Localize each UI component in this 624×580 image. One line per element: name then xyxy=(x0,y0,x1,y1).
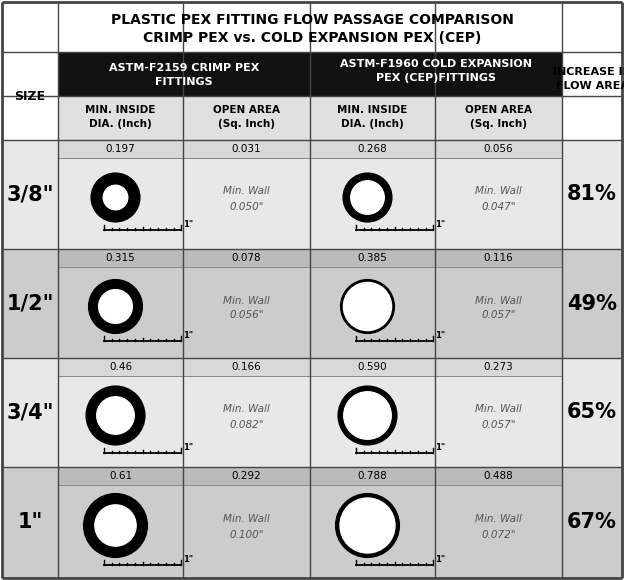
Text: 1": 1" xyxy=(183,331,193,340)
Circle shape xyxy=(343,173,392,222)
Circle shape xyxy=(343,282,392,331)
Text: PEX (CEP)FITTINGS: PEX (CEP)FITTINGS xyxy=(376,73,496,83)
Text: CRIMP PEX vs. COLD EXPANSION PEX (CEP): CRIMP PEX vs. COLD EXPANSION PEX (CEP) xyxy=(143,31,481,45)
Text: MIN. INSIDE: MIN. INSIDE xyxy=(85,105,155,115)
Text: 0.315: 0.315 xyxy=(105,253,135,263)
Text: Min. Wall: Min. Wall xyxy=(223,295,270,306)
Text: Min. Wall: Min. Wall xyxy=(223,187,270,197)
Text: 1": 1" xyxy=(183,220,193,229)
Text: 0.488: 0.488 xyxy=(484,471,514,481)
Circle shape xyxy=(103,185,128,210)
Text: MIN. INSIDE: MIN. INSIDE xyxy=(338,105,407,115)
Text: Min. Wall: Min. Wall xyxy=(475,187,522,197)
Text: ASTM-F2159 CRIMP PEX: ASTM-F2159 CRIMP PEX xyxy=(109,63,259,73)
Text: 1": 1" xyxy=(436,331,446,340)
Circle shape xyxy=(97,397,134,434)
Text: 0.056": 0.056" xyxy=(229,310,264,321)
Text: 0.031: 0.031 xyxy=(232,144,261,154)
Text: 0.273: 0.273 xyxy=(484,362,514,372)
Text: 1": 1" xyxy=(17,513,42,532)
Circle shape xyxy=(89,280,142,334)
Text: 67%: 67% xyxy=(567,513,617,532)
Bar xyxy=(2,140,622,249)
Bar xyxy=(2,249,622,358)
Text: 0.100": 0.100" xyxy=(229,530,264,539)
Text: 0.385: 0.385 xyxy=(358,253,388,263)
Text: 0.166: 0.166 xyxy=(232,362,261,372)
Text: 0.078: 0.078 xyxy=(232,253,261,263)
Bar xyxy=(310,52,562,96)
Bar xyxy=(58,52,310,96)
Circle shape xyxy=(340,498,395,553)
Bar xyxy=(58,249,562,267)
Circle shape xyxy=(99,289,132,324)
Text: INCREASE IN: INCREASE IN xyxy=(553,67,624,77)
Bar xyxy=(2,52,58,140)
Text: Min. Wall: Min. Wall xyxy=(475,404,522,415)
Text: 1": 1" xyxy=(436,220,446,229)
Text: SIZE: SIZE xyxy=(14,89,46,103)
Circle shape xyxy=(338,386,397,445)
Text: 0.072": 0.072" xyxy=(481,530,516,539)
Text: 65%: 65% xyxy=(567,403,617,422)
Text: 0.050": 0.050" xyxy=(229,201,264,212)
Text: ASTM-F1960 COLD EXPANSION: ASTM-F1960 COLD EXPANSION xyxy=(340,59,532,69)
Bar xyxy=(2,358,622,467)
Text: 1": 1" xyxy=(436,443,446,452)
Text: 81%: 81% xyxy=(567,184,617,205)
Bar xyxy=(58,358,562,376)
Text: DIA. (Inch): DIA. (Inch) xyxy=(89,119,152,129)
Bar xyxy=(58,140,562,158)
Text: DIA. (Inch): DIA. (Inch) xyxy=(341,119,404,129)
Text: FLOW AREA: FLOW AREA xyxy=(555,81,624,91)
Circle shape xyxy=(86,386,145,445)
Text: 1": 1" xyxy=(436,556,446,564)
Text: 0.056: 0.056 xyxy=(484,144,514,154)
Circle shape xyxy=(341,280,394,334)
Text: OPEN AREA: OPEN AREA xyxy=(213,105,280,115)
Text: (Sq. Inch): (Sq. Inch) xyxy=(218,119,275,129)
Text: 1/2": 1/2" xyxy=(6,293,54,314)
Text: 0.057": 0.057" xyxy=(481,310,516,321)
Text: 0.047": 0.047" xyxy=(481,201,516,212)
Text: PLASTIC PEX FITTING FLOW PASSAGE COMPARISON: PLASTIC PEX FITTING FLOW PASSAGE COMPARI… xyxy=(110,13,514,27)
Text: 3/8": 3/8" xyxy=(6,184,54,205)
Bar xyxy=(58,467,562,485)
Bar xyxy=(2,467,622,578)
Text: 0.057": 0.057" xyxy=(481,419,516,430)
Bar xyxy=(58,96,310,140)
Text: Min. Wall: Min. Wall xyxy=(223,404,270,415)
Text: 0.116: 0.116 xyxy=(484,253,514,263)
Text: 0.61: 0.61 xyxy=(109,471,132,481)
Text: 0.46: 0.46 xyxy=(109,362,132,372)
Circle shape xyxy=(95,505,136,546)
Circle shape xyxy=(336,494,399,557)
Text: 1": 1" xyxy=(183,556,193,564)
Circle shape xyxy=(344,392,391,439)
Text: 0.082": 0.082" xyxy=(229,419,264,430)
Text: 0.197: 0.197 xyxy=(105,144,135,154)
Text: 3/4": 3/4" xyxy=(6,403,54,422)
Text: OPEN AREA: OPEN AREA xyxy=(465,105,532,115)
Text: 0.590: 0.590 xyxy=(358,362,388,372)
Text: 0.788: 0.788 xyxy=(358,471,388,481)
Bar xyxy=(2,2,622,52)
Text: 0.268: 0.268 xyxy=(358,144,388,154)
Circle shape xyxy=(351,181,384,214)
Text: 1": 1" xyxy=(183,443,193,452)
Text: 49%: 49% xyxy=(567,293,617,314)
Bar xyxy=(310,96,562,140)
Circle shape xyxy=(91,173,140,222)
Text: Min. Wall: Min. Wall xyxy=(475,514,522,524)
Text: FITTINGS: FITTINGS xyxy=(155,77,213,87)
Circle shape xyxy=(84,494,147,557)
Bar xyxy=(562,52,622,140)
Text: (Sq. Inch): (Sq. Inch) xyxy=(470,119,527,129)
Text: Min. Wall: Min. Wall xyxy=(223,514,270,524)
Text: 0.292: 0.292 xyxy=(232,471,261,481)
Text: Min. Wall: Min. Wall xyxy=(475,295,522,306)
